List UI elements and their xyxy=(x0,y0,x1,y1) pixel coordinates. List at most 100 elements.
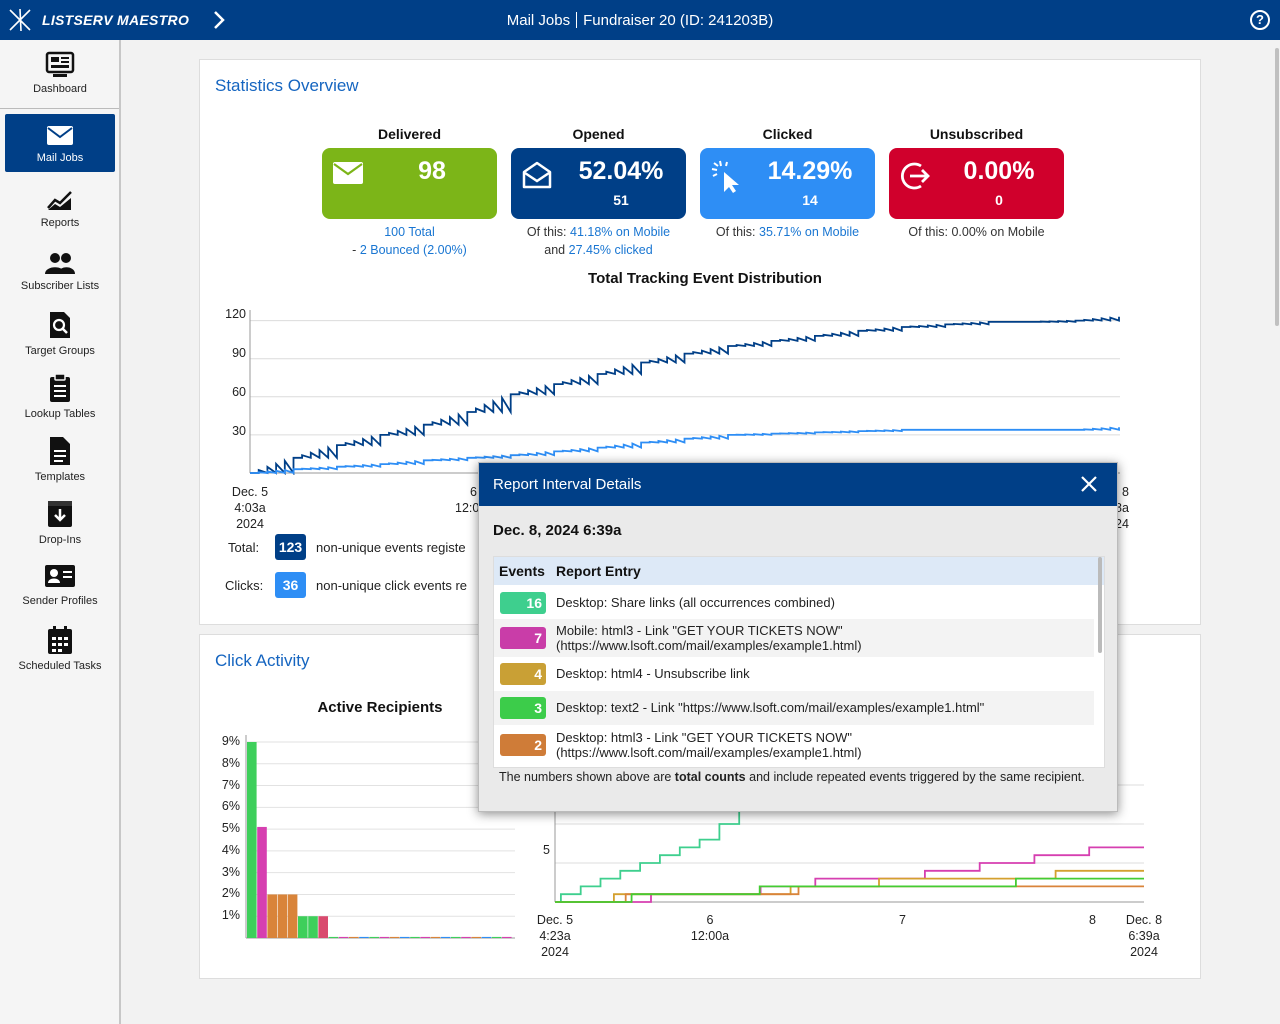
y-tick-label: 9% xyxy=(221,734,240,748)
bar xyxy=(481,936,492,938)
clicked-mobile-link[interactable]: 35.71% on Mobile xyxy=(759,225,860,239)
table-row[interactable]: 16 Desktop: Share links (all occurrences… xyxy=(494,587,1094,619)
sidebar-item-label: Mail Jobs xyxy=(36,152,84,164)
users-icon xyxy=(45,253,75,274)
y-tick-label: 6% xyxy=(221,799,240,814)
unsubscribed-sub: Of this: 0.00% on Mobile xyxy=(908,225,1045,239)
y-tick-label: 7% xyxy=(221,777,240,792)
cursor-click-icon xyxy=(711,160,739,193)
bar xyxy=(389,936,400,938)
tracking-chart xyxy=(249,310,1120,475)
sidebar-item-sender-profiles[interactable]: Sender Profiles xyxy=(5,562,115,620)
report-entry-text: Desktop: Share links (all occurrences co… xyxy=(556,595,835,610)
sidebar-item-label: Sender Profiles xyxy=(22,595,98,607)
document-icon xyxy=(50,437,70,465)
brand-logo[interactable]: LISTSERV MAESTRO xyxy=(8,7,189,33)
sidebar-item-target-groups[interactable]: Target Groups xyxy=(5,310,115,368)
unsubscribed-card[interactable]: 0.00% 0 xyxy=(889,148,1064,219)
clicked-sub-prefix: Of this: xyxy=(715,225,759,239)
bar xyxy=(338,936,349,938)
bar xyxy=(420,936,430,938)
panel-title: Click Activity xyxy=(215,651,310,670)
reports-icon xyxy=(47,191,72,210)
chevron-right-icon[interactable] xyxy=(212,10,226,30)
bar xyxy=(491,936,502,938)
help-icon[interactable]: ? xyxy=(1250,10,1270,30)
dashboard-icon xyxy=(45,51,75,77)
calendar-icon xyxy=(48,626,72,654)
report-entry-text: Desktop: html4 - Unsubscribe link xyxy=(556,666,750,681)
modal-title: Report Interval Details xyxy=(493,476,642,493)
total-badge: 123 xyxy=(275,534,306,560)
breadcrumb-section[interactable]: Mail Jobs xyxy=(506,12,571,29)
sidebar-item-drop-ins[interactable]: Drop-Ins xyxy=(5,499,115,557)
opened-mobile-link[interactable]: 41.18% on Mobile xyxy=(570,225,671,239)
clicks-text: non-unique click events re xyxy=(316,577,468,593)
sidebar-item-label: Dashboard xyxy=(33,83,87,95)
envelope-icon xyxy=(47,126,73,145)
delivered-label: Delivered xyxy=(377,126,442,142)
envelope-open-icon xyxy=(522,161,552,189)
bar xyxy=(461,936,471,938)
report-entry-text: Desktop: text2 - Link "https://www.lsoft… xyxy=(556,700,985,715)
delivered-card[interactable]: 98 xyxy=(322,148,497,219)
sidebar-divider xyxy=(0,108,119,109)
opened-card[interactable]: 52.04% 51 xyxy=(511,148,686,219)
total-label: Total: xyxy=(228,539,260,555)
x-tick-label: Dec. 5 4:23a 2024 xyxy=(536,913,574,959)
event-count-badge: 16 xyxy=(500,592,546,614)
y-tick-label: 5 xyxy=(543,843,550,857)
opened-value: 52.04% xyxy=(578,157,664,185)
sidebar-item-templates[interactable]: Templates xyxy=(5,436,115,494)
sidebar-item-dashboard[interactable]: Dashboard xyxy=(5,50,115,108)
table-scrollbar[interactable] xyxy=(1098,557,1102,653)
sidebar-item-label: Reports xyxy=(40,217,80,229)
column-header-events: Events xyxy=(499,563,545,579)
sidebar-item-mail-jobs[interactable]: Mail Jobs xyxy=(5,114,115,172)
bar xyxy=(349,936,359,938)
y-tick-label: 4% xyxy=(221,842,240,857)
bounced-prefix: - xyxy=(352,243,360,257)
x-tick-label: Dec. 5 4:03a 2024 xyxy=(231,485,269,531)
sidebar: Dashboard Mail Jobs Reports Subscriber L… xyxy=(0,40,121,1024)
report-interval-modal: Report Interval Details Dec. 8, 2024 6:3… xyxy=(478,462,1118,812)
x-tick-label: 6 12:0 xyxy=(455,485,480,515)
y-tick-label: 60 xyxy=(232,385,246,399)
clicked-label: Clicked xyxy=(762,126,813,142)
page-scrollbar[interactable] xyxy=(1275,48,1279,326)
table-header: Events Report Entry xyxy=(494,557,1104,585)
clicked-card[interactable]: 14.29% 14 xyxy=(700,148,875,219)
bar xyxy=(379,936,390,938)
close-icon[interactable] xyxy=(1079,474,1099,494)
table-row[interactable]: 3 Desktop: text2 - Link "https://www.lso… xyxy=(494,691,1094,725)
series-line xyxy=(555,846,1144,903)
x-tick-label: 8 xyxy=(1089,913,1096,927)
series-line xyxy=(555,776,779,903)
y-tick-label: 120 xyxy=(225,307,246,321)
table-row[interactable]: 4 Desktop: html4 - Unsubscribe link xyxy=(494,657,1094,691)
delivered-total-link[interactable]: 100 Total xyxy=(384,225,435,239)
opened-sub2-prefix: and xyxy=(544,243,569,257)
report-entry-text: Desktop: html3 - Link "GET YOUR TICKETS … xyxy=(556,730,862,760)
clicked-count: 14 xyxy=(802,192,818,208)
bar xyxy=(267,894,277,938)
bar xyxy=(400,936,410,938)
bounced-link[interactable]: 2 Bounced (2.00%) xyxy=(359,243,467,257)
sidebar-item-subscriber-lists[interactable]: Subscriber Lists xyxy=(5,251,115,309)
table-row[interactable]: 7 Mobile: html3 - Link "GET YOUR TICKETS… xyxy=(494,619,1094,657)
clicks-label: Clicks: xyxy=(225,577,264,593)
sidebar-item-lookup-tables[interactable]: Lookup Tables xyxy=(5,373,115,431)
opened-count: 51 xyxy=(613,192,629,208)
series-line-total xyxy=(250,316,1120,475)
breadcrumb: Mail Jobs Fundraiser 20 (ID: 241203B) xyxy=(0,12,1280,29)
click-events-row: Clicks: 36 non-unique click events re xyxy=(225,572,467,598)
event-count-badge: 7 xyxy=(500,627,546,649)
opened-clicked-link[interactable]: 27.45% clicked xyxy=(568,243,653,257)
event-count-badge: 3 xyxy=(500,697,546,719)
report-entry-text: Mobile: html3 - Link "GET YOUR TICKETS N… xyxy=(556,623,862,653)
series-line-clicks xyxy=(250,426,1120,475)
sidebar-item-scheduled-tasks[interactable]: Scheduled Tasks xyxy=(5,625,115,683)
delivered-sub: 100 Total - 2 Bounced (2.00%) xyxy=(322,223,497,259)
sidebar-item-reports[interactable]: Reports xyxy=(5,188,115,246)
table-row[interactable]: 2 Desktop: html3 - Link "GET YOUR TICKET… xyxy=(494,725,1094,765)
